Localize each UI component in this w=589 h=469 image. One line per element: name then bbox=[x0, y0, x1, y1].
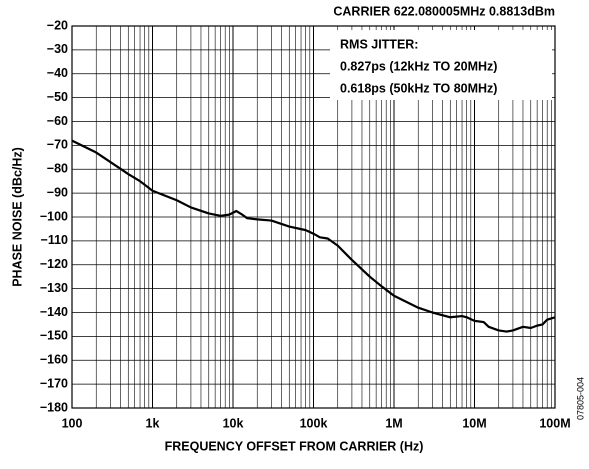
annotation: 0.827ps (12kHz TO 20MHz) bbox=[340, 59, 497, 73]
x-axis-title: FREQUENCY OFFSET FROM CARRIER (Hz) bbox=[165, 439, 424, 453]
chart-title: CARRIER 622.080005MHz 0.8813dBm bbox=[333, 4, 555, 18]
side-label: 07805-004 bbox=[575, 377, 585, 420]
x-tick-label: 100M bbox=[539, 416, 570, 430]
y-tick-label: −170 bbox=[40, 376, 68, 390]
y-axis-title: PHASE NOISE (dBc/Hz) bbox=[10, 147, 24, 287]
y-tick-label: −160 bbox=[40, 353, 68, 367]
y-tick-label: −100 bbox=[40, 209, 68, 223]
y-tick-label: −110 bbox=[41, 233, 69, 247]
y-tick-label: −180 bbox=[40, 400, 68, 414]
x-tick-label: 10M bbox=[462, 416, 486, 430]
y-tick-label: −140 bbox=[40, 305, 68, 319]
y-tick-label: −150 bbox=[40, 329, 68, 343]
plot-frame bbox=[71, 25, 556, 409]
y-tick-label: −50 bbox=[47, 90, 68, 104]
y-tick-label: −30 bbox=[47, 42, 68, 56]
x-tick-label: 10k bbox=[223, 416, 244, 430]
y-tick-label: −130 bbox=[40, 281, 68, 295]
data-line bbox=[71, 139, 556, 333]
x-tick-label: 100 bbox=[62, 416, 83, 430]
x-tick-label: 1k bbox=[146, 416, 160, 430]
y-tick-label: −120 bbox=[40, 257, 68, 271]
annotation: 0.618ps (50kHz TO 80MHz) bbox=[340, 81, 497, 95]
y-tick-label: −80 bbox=[47, 162, 68, 176]
annotation: RMS JITTER: bbox=[340, 37, 418, 51]
y-tick-label: −40 bbox=[47, 66, 68, 80]
y-tick-label: −90 bbox=[47, 185, 68, 199]
y-tick-label: −60 bbox=[47, 114, 68, 128]
annotation-box bbox=[330, 30, 552, 100]
x-tick-label: 100k bbox=[300, 416, 328, 430]
y-tick-label: −20 bbox=[47, 18, 68, 32]
x-tick-label: 1M bbox=[385, 416, 402, 430]
y-tick-label: −70 bbox=[47, 138, 68, 152]
